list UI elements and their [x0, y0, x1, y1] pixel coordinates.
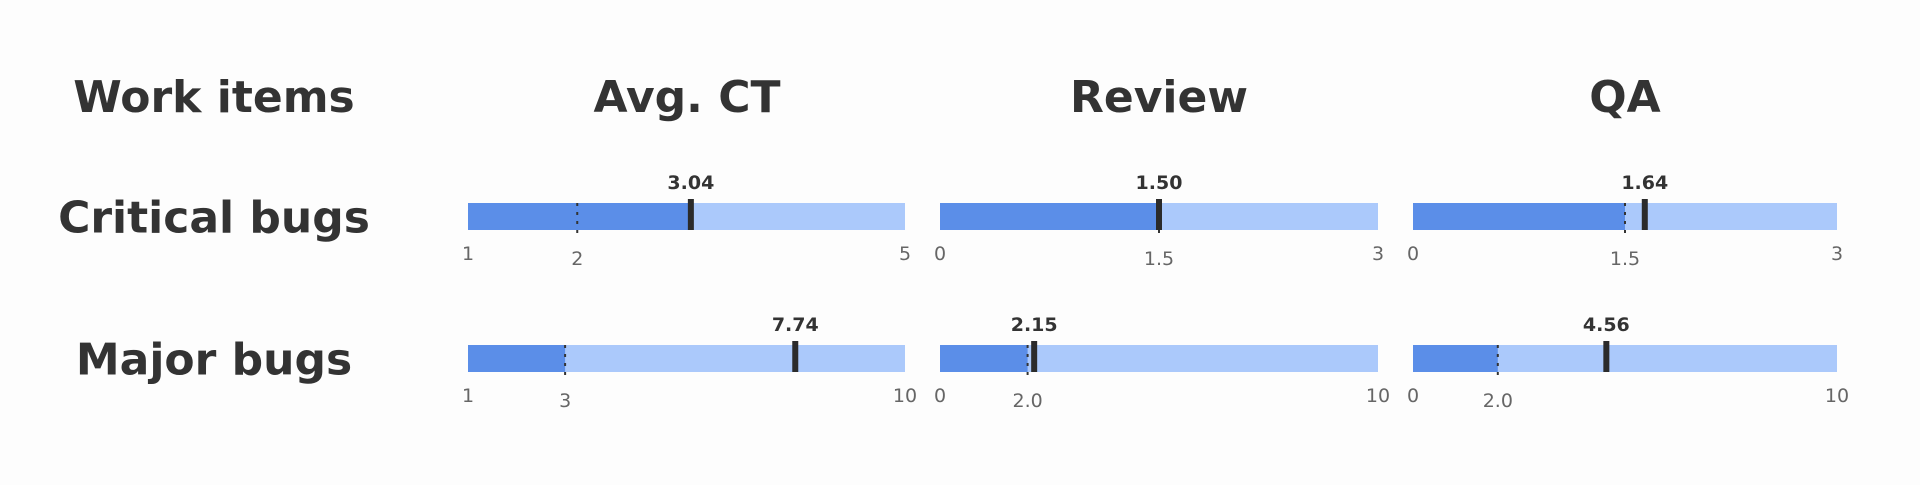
axis-tick-label: 1.5: [1610, 248, 1640, 270]
bullet-fill: [1413, 203, 1625, 230]
axis-tick-label: 3: [1831, 243, 1843, 265]
axis-tick-label: 0: [1407, 385, 1419, 407]
axis-tick-label: 0: [934, 385, 946, 407]
bullet-value-marker: [1603, 341, 1610, 372]
bullet-value-label: 7.74: [772, 314, 819, 336]
axis-tick-label: 2.0: [1012, 390, 1042, 412]
axis-tick-label: 1.5: [1144, 248, 1174, 270]
axis-tick-label: 0: [1407, 243, 1419, 265]
bullet-value-marker: [687, 199, 694, 230]
bullet-value-label: 3.04: [667, 172, 714, 194]
axis-tick-label: 2: [571, 248, 583, 270]
header-qa: QA: [1589, 72, 1661, 123]
axis-tick-label: 1: [462, 385, 474, 407]
header-review: Review: [1070, 72, 1248, 123]
axis-tick-label: 10: [893, 385, 917, 407]
header-work-items: Work items: [73, 72, 355, 123]
row-label-critical-bugs: Critical bugs: [58, 192, 370, 244]
bullet-fill: [468, 345, 566, 372]
bullet-value-label: 2.15: [1011, 314, 1058, 336]
axis-tick-label: 10: [1366, 385, 1390, 407]
bullet-fill: [940, 345, 1028, 372]
axis-tick-label: 3: [559, 390, 571, 412]
bullet-value-label: 1.64: [1621, 172, 1668, 194]
axis-tick-label: 3: [1372, 243, 1384, 265]
bullet-value-label: 4.56: [1583, 314, 1630, 336]
bullet-fill: [468, 203, 691, 230]
bullet-value-marker: [792, 341, 799, 372]
bullet-value-label: 1.50: [1136, 172, 1183, 194]
row-label-major-bugs: Major bugs: [75, 334, 353, 386]
bullet-value-marker: [1031, 341, 1038, 372]
bullet-value-marker: [1641, 199, 1648, 230]
bullet-fill: [940, 203, 1159, 230]
axis-tick-label: 10: [1825, 385, 1849, 407]
axis-tick-label: 0: [934, 243, 946, 265]
bullet-fill: [1413, 345, 1498, 372]
axis-tick-label: 5: [899, 243, 911, 265]
bullet-value-marker: [1156, 199, 1162, 230]
header-avg-ct: Avg. CT: [593, 72, 781, 123]
axis-tick-label: 1: [462, 243, 474, 265]
axis-tick-label: 2.0: [1483, 390, 1513, 412]
